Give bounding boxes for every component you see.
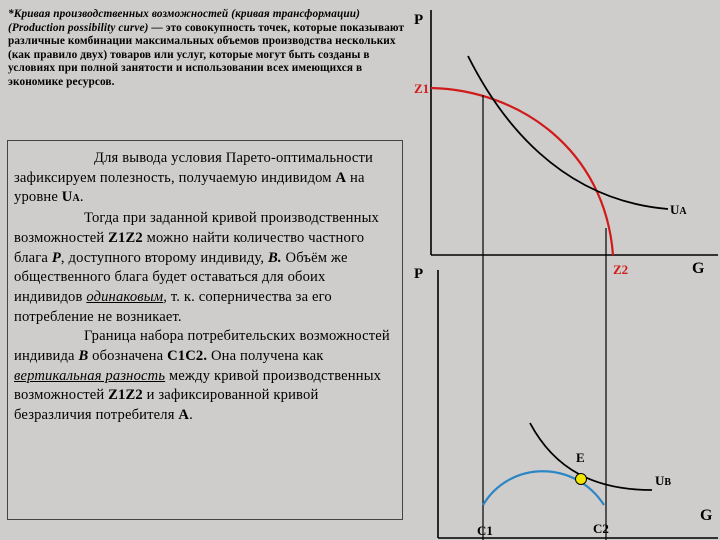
paragraph-2: Тогда при заданной кривой производственн… [14,210,379,325]
z2-label: Z2 [613,262,628,277]
ua-label: UA [670,202,687,217]
definition-term-en: (Production possibility curve) [8,21,149,34]
e-label: E [576,450,585,465]
z1-label: Z1 [414,81,429,96]
ppf-curve [430,86,615,256]
bottom-y-axis-label: P [414,266,423,282]
indifference-curve-ua [467,55,669,210]
consumption-frontier-curve [482,470,605,506]
definition-body: — это совокупность точек, которые показы… [8,21,405,88]
top-y-axis-label: P [414,12,423,28]
paragraph-1: Для вывода условия Парето-оптимальности … [14,150,374,206]
point-e [575,473,587,485]
top-x-axis-label: G [692,260,705,277]
definition-text: *Кривая производственных возможностей (к… [8,8,406,90]
c2-label: C2 [593,521,609,536]
definition-term: *Кривая производственных возможностей (к… [8,8,361,20]
ub-label: UB [655,473,671,488]
bottom-x-axis-label: G [700,507,713,524]
paragraph-3: Граница набора потребительских возможнос… [14,328,390,424]
indifference-curve-ub [529,422,653,491]
explanation-box: Для вывода условия Парето-оптимальности … [7,140,403,520]
c1-label: C1 [477,523,493,538]
